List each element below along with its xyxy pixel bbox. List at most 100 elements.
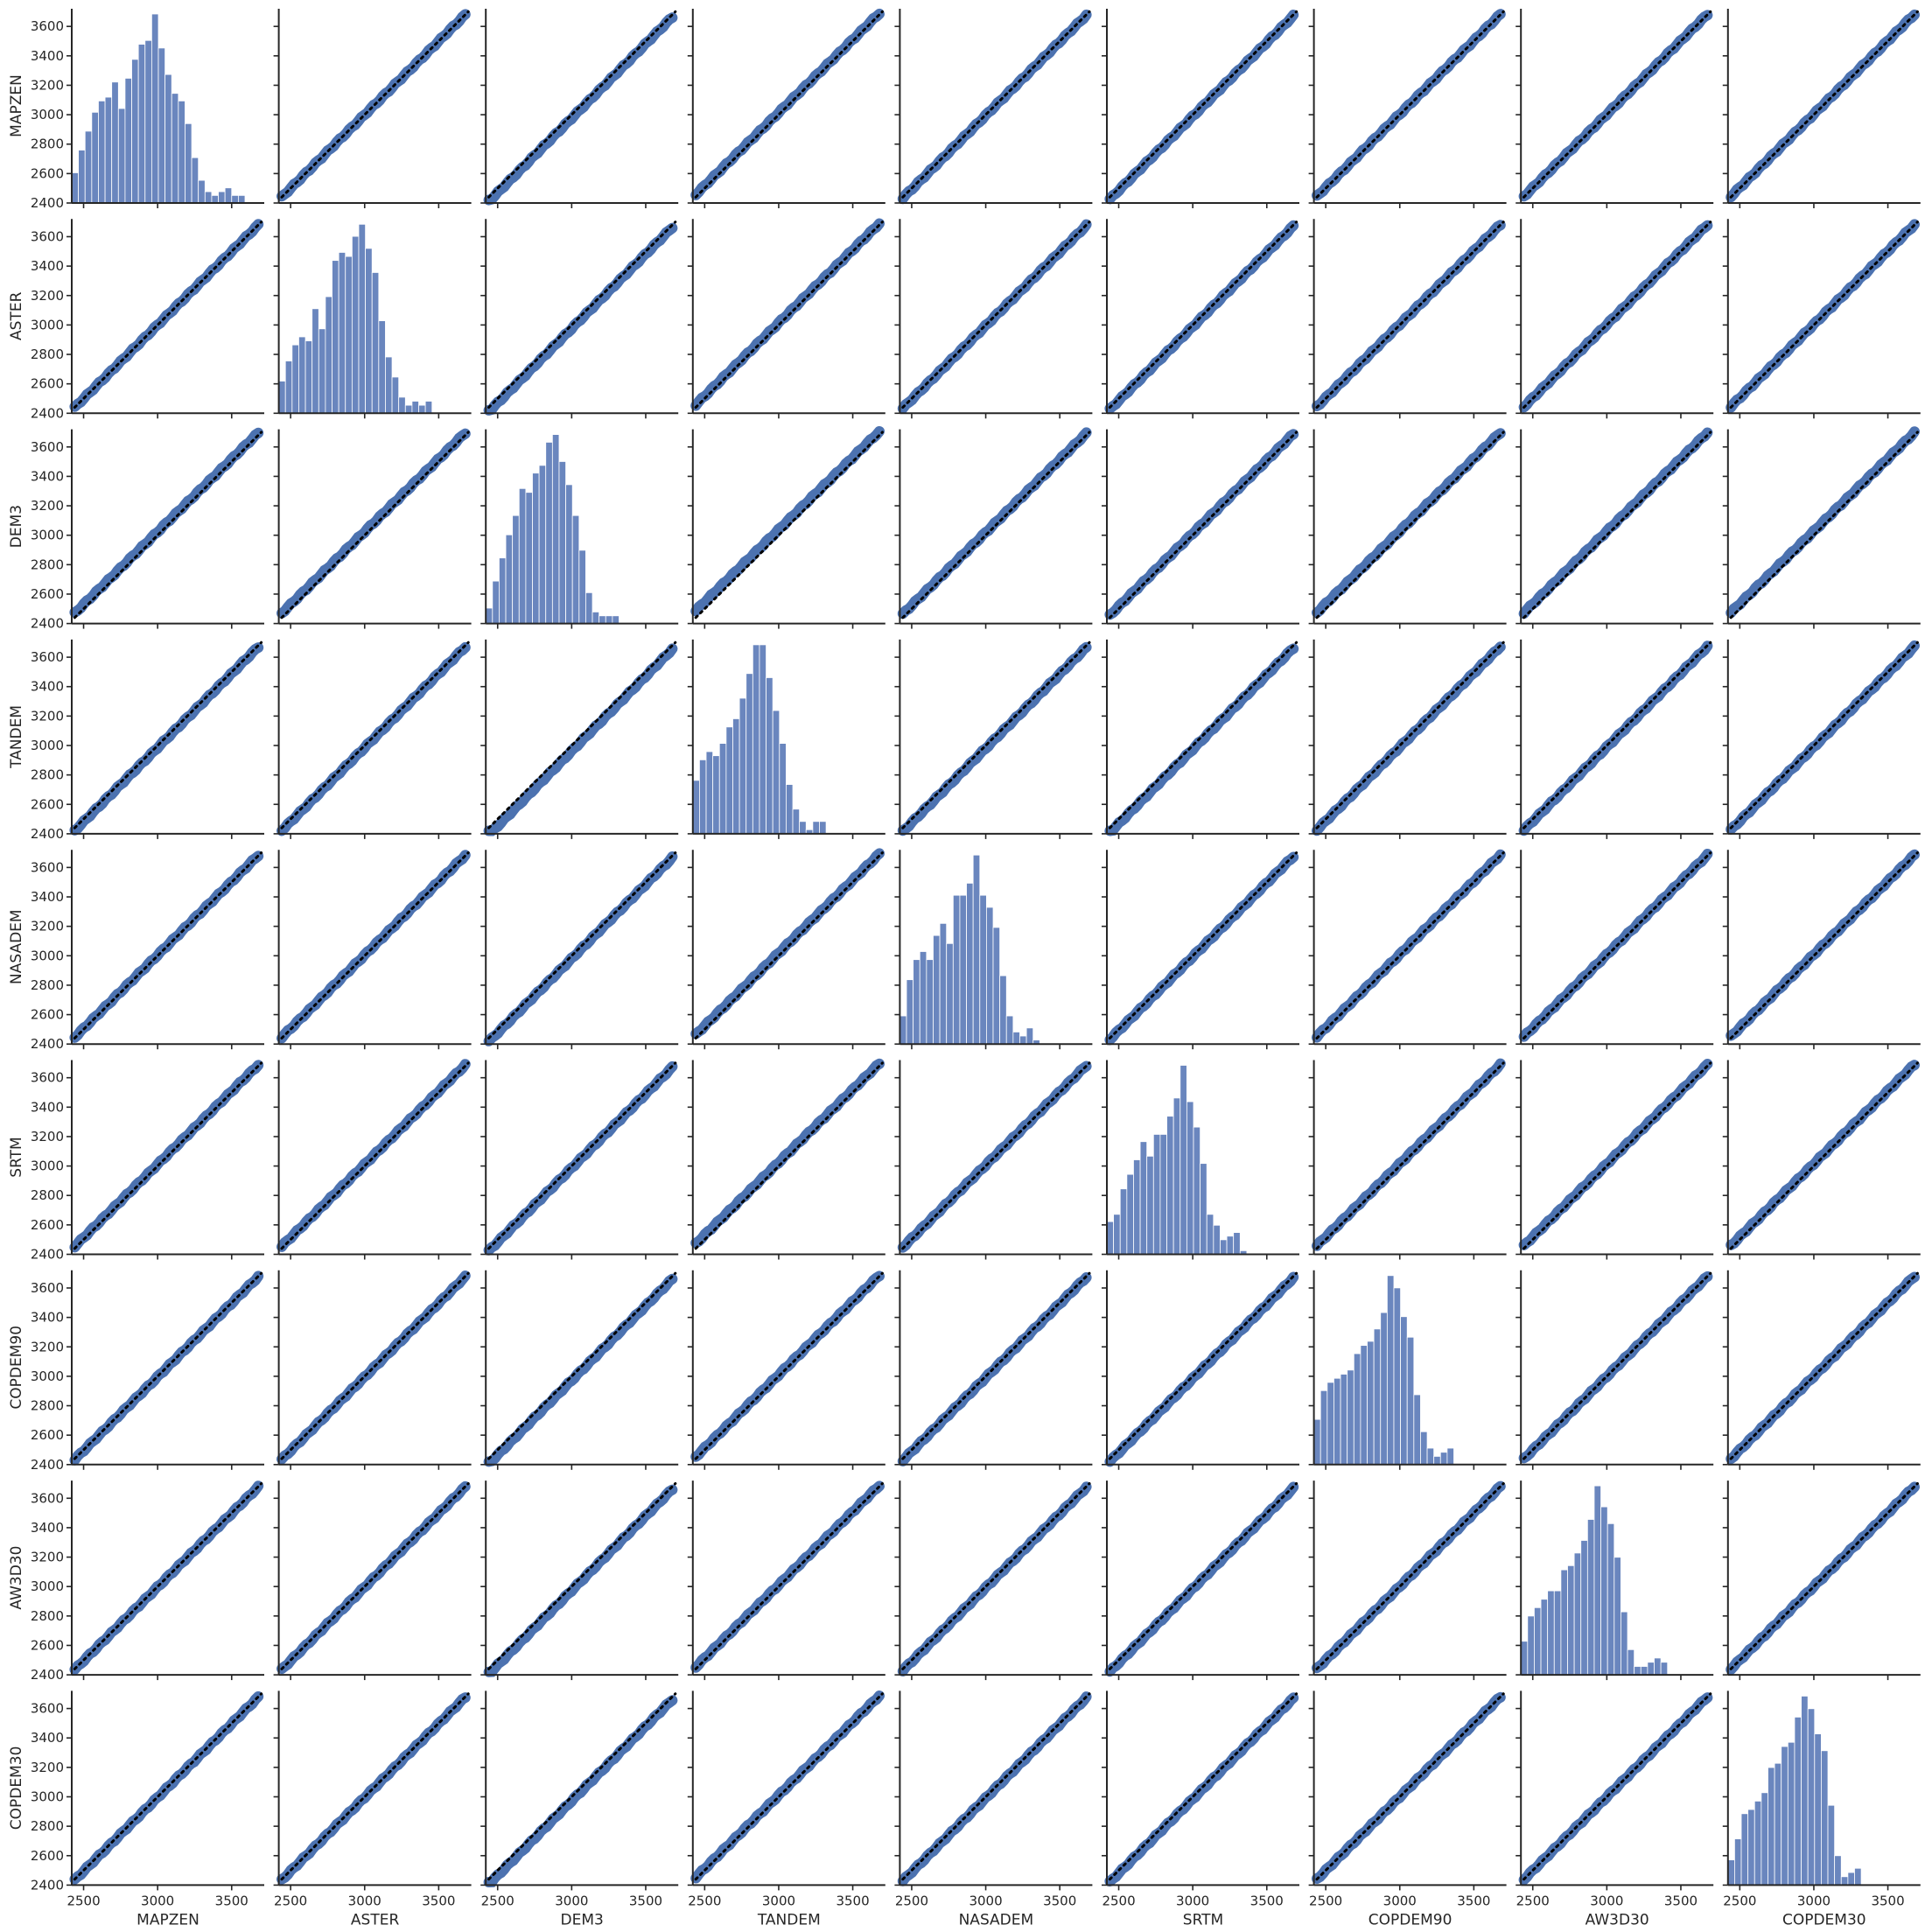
histogram-bar [1146,1155,1154,1255]
subplot-copdem30-vs-mapzen: 2400 2600 2800 3000 3200 3400 3600 2500 3000 3500… [8,1690,264,1928]
identity-reference-line [901,1271,1091,1460]
identity-reference-line [1522,1692,1712,1881]
y-tick-label: 3400 [31,258,64,274]
scatter-points [483,643,678,836]
identity-reference-line [1315,1692,1505,1881]
histogram-bar [1166,1116,1174,1255]
histogram-bar [1840,1876,1849,1886]
histogram-bar [1433,1456,1441,1466]
y-tick-label: 3400 [31,679,64,695]
histogram-bar [746,673,753,835]
y-tick-label: 2600 [31,1007,64,1023]
identity-reference-line [694,1692,884,1881]
x-tick-label: 3500 [1664,1893,1698,1908]
x-tick-label: 3500 [836,1893,869,1908]
identity-reference-line [694,1271,884,1460]
identity-reference-line [694,851,884,1040]
identity-reference-line [1108,1271,1298,1460]
subplot-aw3d30-vs-aster [273,1480,472,1681]
y-tick-label: 2600 [31,1217,64,1233]
histogram-bar [345,256,353,414]
histogram-bar [117,108,126,204]
identity-reference-line [280,1271,470,1460]
histogram-bar [237,194,246,204]
subplot-srtm-vs-mapzen: 2400 2600 2800 3000 3200 3400 3600 SRTM [8,1060,264,1263]
identity-reference-line [1315,640,1505,830]
y-axis-label-srtm: SRTM [8,1137,25,1177]
subplot-tandem-vs-aw3d30 [1516,639,1714,839]
subplot-mapzen-vs-aster [273,9,472,208]
subplot-mapzen-vs-mapzen: 2400 2600 2800 3000 3200 3400 3600 MAPZEN [8,9,264,211]
identity-reference-line [1729,220,1919,410]
subplot-mapzen-vs-tandem [687,8,886,208]
x-axis-label-aster: ASTER [351,1911,400,1928]
histogram-bar [1834,1855,1842,1886]
subplot-copdem90-vs-aw3d30 [1516,1270,1714,1470]
identity-reference-line [694,1061,884,1250]
histogram-bar [1226,1236,1235,1255]
histogram-bar [1774,1762,1782,1886]
histogram-bar [332,260,340,414]
histogram-bar [1801,1696,1809,1886]
scatter-points [1518,427,1713,620]
identity-reference-line [73,1061,263,1250]
subplot-aster-vs-srtm [1102,219,1299,419]
subplot-copdem30-vs-tandem: 2500 3000 3500 TANDEM [687,1690,886,1928]
identity-reference-line [280,10,470,199]
histogram-bar [605,615,613,625]
y-tick-label: 3200 [31,708,64,724]
histogram-bar [999,975,1007,1045]
y-tick-label: 2600 [31,1848,64,1864]
scatter-points [690,848,885,1040]
subplot-mapzen-vs-aw3d30 [1516,9,1714,208]
identity-reference-line [73,851,263,1040]
subplot-copdem90-vs-copdem30 [1722,1270,1921,1470]
subplot-aw3d30-vs-nasadem [894,1480,1093,1681]
identity-reference-line [1729,1271,1919,1460]
x-tick-label: 3000 [762,1893,795,1908]
identity-reference-line [1315,1061,1505,1250]
y-tick-label: 2800 [31,136,64,152]
identity-reference-line [694,10,884,199]
subplot-dem3-vs-dem3 [480,429,679,629]
y-tick-label: 3000 [31,1578,64,1594]
y-tick-label: 3000 [31,1368,64,1384]
subplot-tandem-vs-copdem30 [1722,639,1921,839]
y-tick-label: 3000 [31,317,64,332]
histogram-bar [1827,1804,1836,1886]
identity-reference-line [901,430,1091,620]
histogram-bar [525,492,533,625]
scatter-points [483,1060,678,1256]
subplot-aster-vs-aw3d30 [1516,219,1714,419]
scatter-points [69,427,264,618]
y-tick-label: 3400 [31,1099,64,1115]
y-tick-label: 3400 [31,468,64,484]
subplot-dem3-vs-aw3d30 [1516,427,1714,629]
y-axis-label-tandem: TANDEM [8,705,25,769]
histogram-bar [1620,1611,1628,1676]
scatter-points [483,1695,678,1887]
histogram-bar [1814,1733,1822,1886]
x-axis-label-aw3d30: AW3D30 [1586,1911,1649,1928]
subplot-copdem30-vs-aw3d30: 2500 3000 3500 AW3D30 [1516,1690,1714,1928]
histogram-bar [218,191,226,204]
y-tick-label: 2800 [31,556,64,572]
histogram-bar [1313,1418,1321,1466]
histogram-bar [712,755,720,835]
histogram-bar [1193,1126,1201,1255]
y-tick-label: 3600 [31,1490,64,1506]
subplot-srtm-vs-copdem90 [1308,1058,1507,1260]
histogram-bar [1180,1065,1187,1255]
histogram-bar [84,130,93,204]
x-tick-label: 3000 [1797,1893,1830,1908]
y-tick-label: 2600 [31,1637,64,1653]
identity-reference-line [901,1061,1091,1250]
identity-reference-line [487,220,677,410]
scatter-points [1726,640,1920,835]
subplot-copdem30-vs-srtm: 2500 3000 3500 SRTM [1102,1690,1299,1928]
histogram-bar [178,100,186,204]
subplot-aw3d30-vs-mapzen: 2400 2600 2800 3000 3200 3400 3600 AW3D30 [8,1480,264,1683]
subplot-tandem-vs-dem3 [480,639,679,839]
histogram-bar [91,111,99,204]
subplot-srtm-vs-dem3 [480,1060,679,1260]
